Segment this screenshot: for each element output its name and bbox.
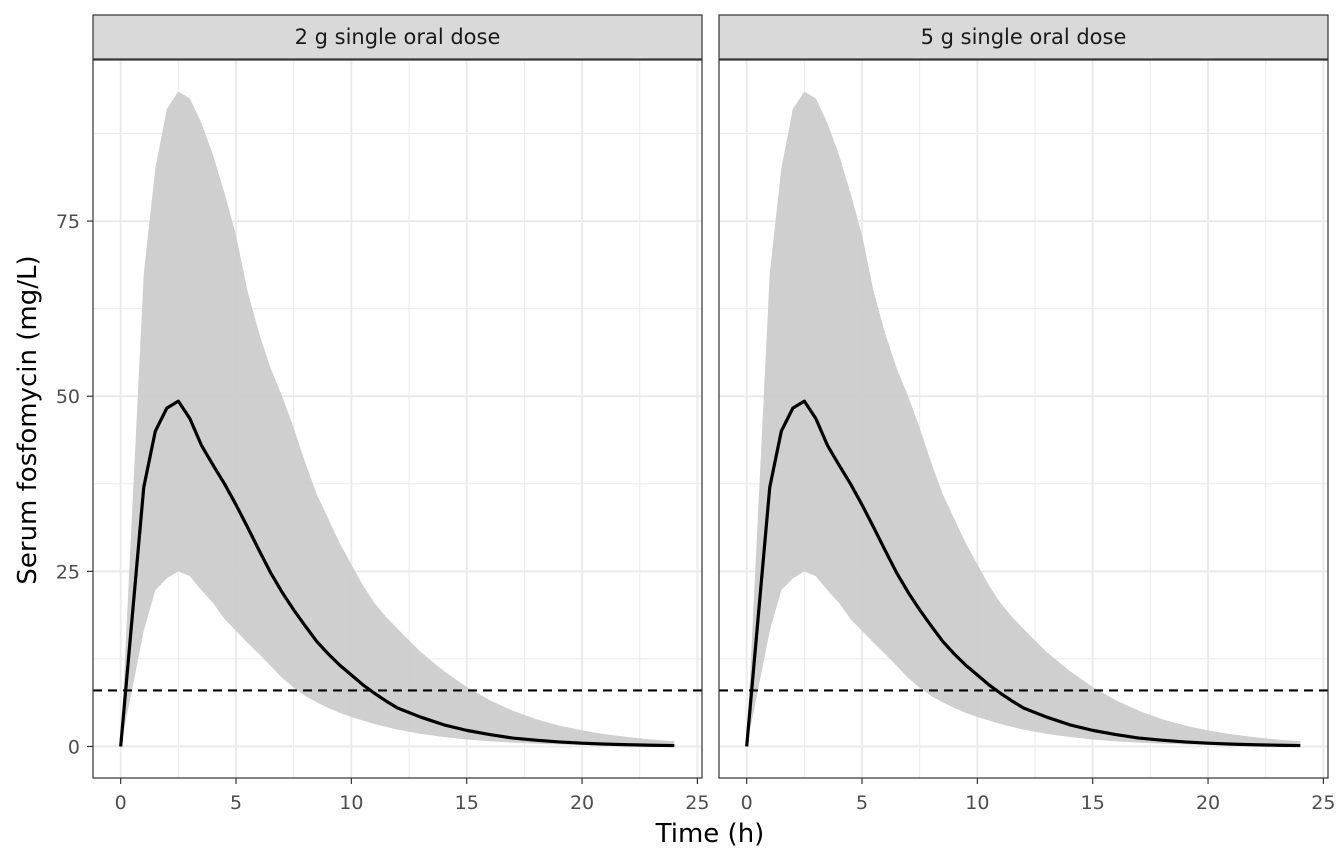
y-axis-title: Serum fosfomycin (mg/L)	[13, 255, 43, 584]
facet-strip	[92, 14, 703, 60]
x-tick-label: 0	[741, 792, 753, 814]
x-tick-label: 20	[570, 792, 594, 814]
facet-panel-2: 5 g single oral dose 0 5 10 15 20 25	[718, 14, 1335, 814]
x-axis-title: Time (h)	[655, 819, 765, 849]
facet-panel-1: 2 g single oral dose 0 5 10 15 20 25 0 25 50 75	[56, 14, 709, 814]
y-tick-label: 75	[56, 211, 80, 233]
y-tick-label: 50	[56, 386, 80, 408]
x-tick-label: 15	[1081, 792, 1105, 814]
x-tick-label: 15	[455, 792, 479, 814]
x-tick-label: 5	[856, 792, 868, 814]
panel-border	[718, 59, 1329, 779]
x-tick-label: 20	[1196, 792, 1220, 814]
facet-strip-label: 2 g single oral dose	[295, 25, 501, 49]
x-tick-label: 10	[965, 792, 989, 814]
facet-strip-label: 5 g single oral dose	[921, 25, 1127, 49]
interval-ribbon	[746, 91, 1301, 747]
median-line	[745, 399, 1301, 748]
x-tick-label: 0	[115, 792, 127, 814]
median-line	[119, 399, 675, 748]
y-tick-label: 25	[56, 561, 80, 583]
x-tick-label: 25	[685, 792, 709, 814]
x-tick-label: 25	[1311, 792, 1335, 814]
x-tick-label: 5	[230, 792, 242, 814]
panel-border	[92, 59, 703, 779]
x-tick-label: 10	[339, 792, 363, 814]
facet-strip	[718, 14, 1329, 60]
y-tick-label: 0	[68, 736, 80, 758]
interval-ribbon	[120, 91, 675, 747]
